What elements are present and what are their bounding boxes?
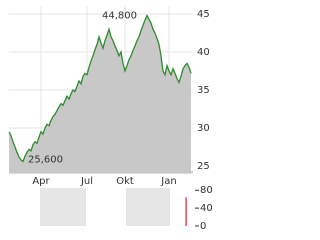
volume-bar (185, 197, 187, 226)
quarter-band (126, 188, 170, 226)
x-tick-label: Jan (160, 176, 176, 187)
y-tick-label: 30 (197, 123, 210, 134)
y-tick-label: 25 (197, 161, 210, 172)
y-tick-label: 45 (197, 9, 210, 20)
y-tick-label: 80 (200, 185, 213, 196)
y-tick-label: 40 (197, 47, 210, 58)
chart: 25 30 35 40 45 Apr Jul Okt Jan 44,800 25,600 0 40 80 (8, 6, 213, 232)
y-tick-label: 35 (197, 85, 210, 96)
low-label: 25,600 (28, 154, 63, 165)
high-label: 44,800 (102, 11, 137, 22)
y-tick-label: 0 (200, 221, 206, 232)
quarter-band (40, 188, 86, 226)
y-tick-label: 40 (200, 203, 213, 214)
x-tick-label: Okt (116, 176, 134, 187)
line (8, 14, 192, 163)
area (9, 15, 191, 174)
x-tick-label: Apr (32, 176, 50, 187)
x-tick-label: Jul (80, 176, 93, 187)
